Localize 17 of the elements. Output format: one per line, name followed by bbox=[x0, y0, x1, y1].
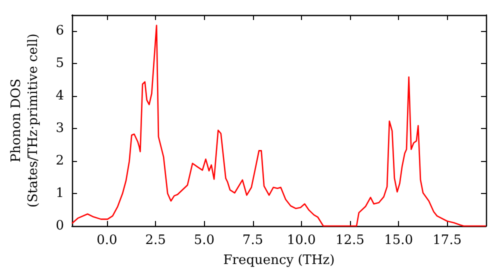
y-tick-label: 5 bbox=[56, 56, 64, 72]
y-tick-label: 1 bbox=[56, 186, 64, 202]
y-tick-label: 4 bbox=[56, 88, 64, 104]
x-tick-label: 17.5 bbox=[432, 233, 462, 248]
y-tick-label: 0 bbox=[56, 218, 64, 234]
x-tick-label: 12.5 bbox=[335, 233, 364, 248]
x-tick-label: 2.5 bbox=[145, 233, 166, 248]
y-tick-label: 3 bbox=[56, 121, 64, 136]
y-axis-title: Phonon DOS (States/THz·primitive cell) bbox=[9, 33, 41, 208]
x-tick-label: 0.0 bbox=[96, 233, 118, 248]
y-tick-label: 6 bbox=[56, 24, 64, 39]
x-tick-label: 10.0 bbox=[286, 233, 316, 248]
y-tick-label: 2 bbox=[56, 154, 64, 169]
x-tick-label: 5.0 bbox=[194, 233, 215, 248]
x-tick-label: 7.5 bbox=[242, 233, 264, 248]
x-axis-title: Frequency (THz) bbox=[223, 252, 335, 268]
x-tick-label: 15.0 bbox=[384, 233, 414, 248]
